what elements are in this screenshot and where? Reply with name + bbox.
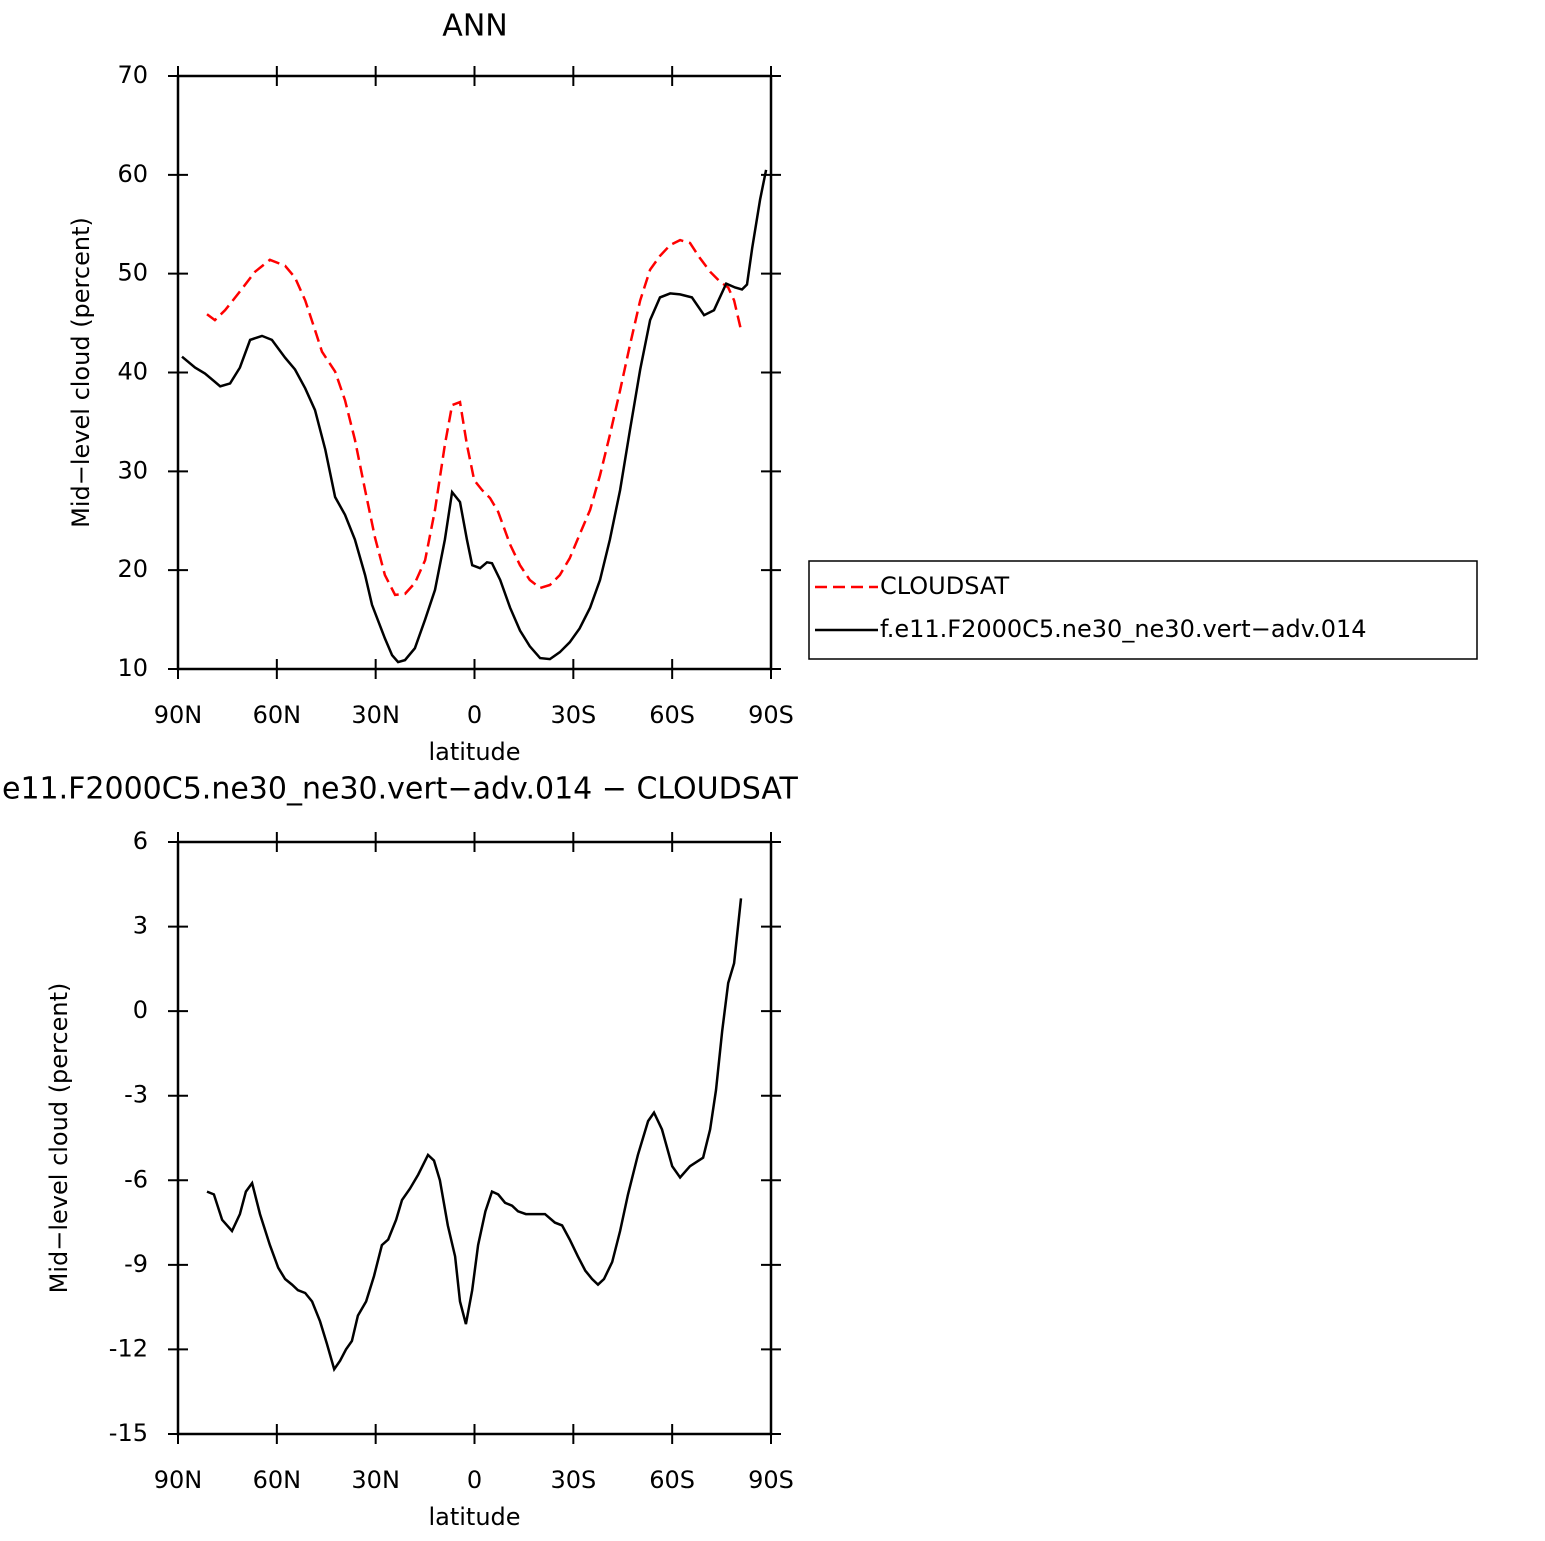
legend-label: CLOUDSAT — [880, 572, 1009, 600]
x-tick-label: 0 — [467, 701, 482, 729]
y-tick-label: 6 — [133, 827, 148, 855]
data-line — [181, 169, 768, 664]
plot-frame — [176, 74, 773, 671]
x-tick-label: 90S — [748, 701, 794, 729]
y-tick-label: 0 — [133, 996, 148, 1024]
y-tick-label: 30 — [117, 456, 148, 484]
x-axis-label: latitude — [428, 1503, 520, 1531]
x-tick-label: 60N — [253, 1466, 302, 1494]
y-tick-label: 50 — [117, 259, 148, 287]
x-tick-label: 30N — [351, 701, 400, 729]
x-tick-label: 60S — [649, 701, 695, 729]
y-tick-label: -3 — [124, 1081, 148, 1109]
y-tick-label: -12 — [109, 1334, 148, 1362]
x-tick-label: 30N — [351, 1466, 400, 1494]
chart-title: ANN — [442, 9, 507, 44]
chart-title: e11.F2000C5.ne30_ne30.vert−adv.014 − CLO… — [2, 772, 799, 807]
x-tick-label: 60S — [649, 1466, 695, 1494]
y-axis-label: Mid−level cloud (percent) — [45, 983, 73, 1294]
y-tick-label: -9 — [124, 1250, 148, 1278]
legend-label: f.e11.F2000C5.ne30_ne30.vert−adv.014 — [880, 615, 1367, 643]
y-tick-label: 20 — [117, 555, 148, 583]
y-tick-label: 70 — [117, 61, 148, 89]
plot-frame — [176, 840, 773, 1436]
y-tick-label: 3 — [133, 912, 148, 940]
x-tick-label: 30S — [550, 701, 596, 729]
legend-box — [808, 560, 1478, 660]
y-tick-label: -15 — [109, 1419, 148, 1447]
data-line — [206, 898, 743, 1373]
x-tick-label: 30S — [550, 1466, 596, 1494]
y-tick-label: 40 — [117, 358, 148, 386]
x-tick-label: 90N — [154, 1466, 203, 1494]
y-tick-label: 10 — [117, 654, 148, 682]
data-line — [206, 238, 743, 597]
x-tick-label: 0 — [467, 1466, 482, 1494]
y-tick-label: 60 — [117, 160, 148, 188]
x-tick-label: 90N — [154, 701, 203, 729]
y-tick-label: -6 — [124, 1165, 148, 1193]
y-axis-label: Mid−level cloud (percent) — [67, 217, 95, 528]
x-tick-label: 60N — [253, 701, 302, 729]
x-tick-label: 90S — [748, 1466, 794, 1494]
x-axis-label: latitude — [428, 738, 520, 766]
